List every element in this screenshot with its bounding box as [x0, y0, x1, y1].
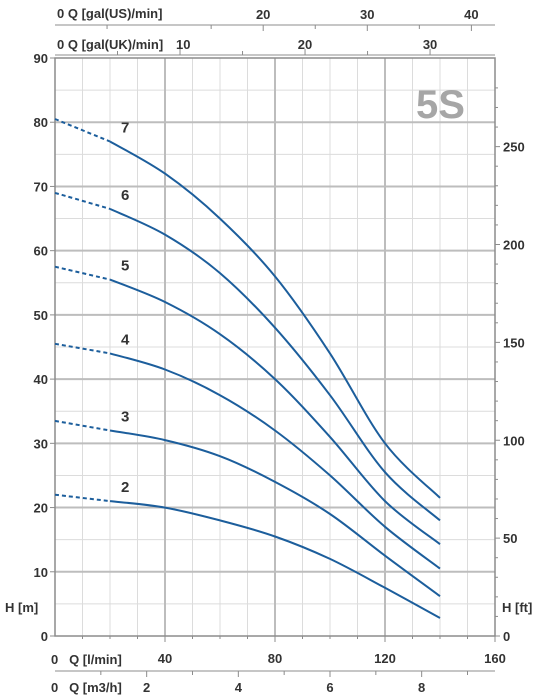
right-tick-label: 0: [503, 629, 510, 644]
curve-3-dashed: [54, 419, 111, 432]
curve-label-6: 6: [121, 187, 129, 204]
us-tick-label: 40: [464, 7, 478, 22]
top-uk-axis-label: 0 Q [gal(UK)/min]: [57, 37, 163, 52]
curve-2-dashed: [54, 493, 111, 503]
curve-6-dashed: [54, 191, 111, 210]
bottom-tick-label: 40: [158, 651, 172, 666]
right-tick-label: 250: [503, 140, 525, 155]
m3h-tick-label: 2: [143, 680, 150, 695]
right-tick-label: 150: [503, 335, 525, 350]
bottom-tick-label: 160: [484, 651, 506, 666]
curve-5: [109, 278, 441, 545]
right-tick-label: 200: [503, 238, 525, 253]
right-axis-label: H [ft]: [502, 600, 532, 615]
curve-label-4: 4: [121, 331, 130, 348]
right-tick-label: 50: [503, 531, 517, 546]
bottom-tick-label: 80: [268, 651, 282, 666]
curve-6: [109, 207, 441, 522]
left-tick-label: 10: [34, 565, 48, 580]
curves: 2 3 4 5 6 7: [54, 118, 441, 619]
top-us-axis-label: 0 Q [gal(US)/min]: [57, 6, 162, 21]
curve-label-3: 3: [121, 408, 129, 425]
curve-7-dashed: [54, 118, 111, 143]
left-tick-label: 20: [34, 501, 48, 516]
curve-2: [109, 500, 441, 619]
left-tick-label: 30: [34, 436, 48, 451]
uk-tick-label: 30: [423, 37, 437, 52]
us-tick-label: 30: [360, 7, 374, 22]
model-label: 5S: [416, 83, 465, 127]
m3h-tick-label: 4: [235, 680, 243, 695]
bottom-tick-label: 120: [374, 651, 396, 666]
curve-label-7: 7: [121, 119, 129, 136]
uk-tick-label: 10: [176, 37, 190, 52]
axis-ticks: 0 10 20 30 40 50 60 70 80 90 0 50 100 150 200 250 40 80 12…: [34, 7, 525, 695]
curve-4-dashed: [54, 342, 111, 355]
m3h-tick-label: 8: [418, 680, 425, 695]
left-axis-label: H [m]: [5, 600, 38, 615]
left-tick-label: 50: [34, 308, 48, 323]
left-tick-label: 80: [34, 115, 48, 130]
right-tick-label: 100: [503, 433, 525, 448]
m3h-tick-label: 6: [326, 680, 333, 695]
bottom-m3h-axis-label: 0 Q [m3/h]: [51, 680, 122, 695]
left-tick-label: 0: [41, 629, 48, 644]
curve-4: [109, 352, 441, 570]
left-tick-label: 60: [34, 244, 48, 259]
left-tick-label: 70: [34, 179, 48, 194]
us-tick-label: 20: [256, 7, 270, 22]
major-grid: [55, 58, 495, 636]
left-tick-label: 90: [34, 51, 48, 66]
curve-7: [109, 140, 441, 499]
left-tick-label: 40: [34, 372, 48, 387]
curve-5-dashed: [54, 265, 111, 281]
curve-label-5: 5: [121, 258, 129, 275]
curve-3: [109, 429, 441, 598]
curve-label-2: 2: [121, 479, 129, 496]
uk-tick-label: 20: [298, 37, 312, 52]
bottom-lmin-axis-label: 0 Q [l/min]: [51, 652, 122, 667]
